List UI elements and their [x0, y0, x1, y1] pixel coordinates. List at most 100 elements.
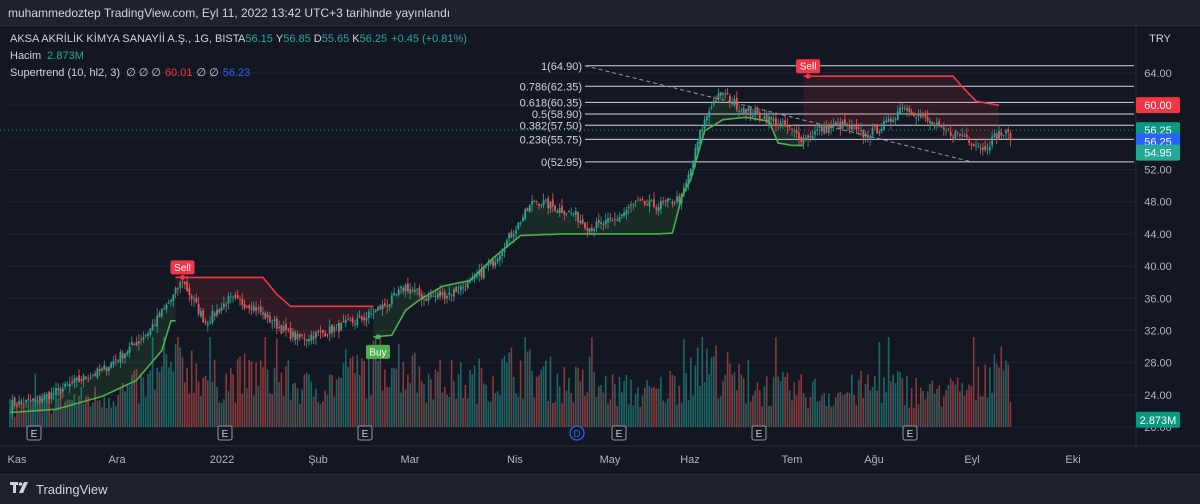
- candle-body: [526, 207, 529, 212]
- volume-bar: [657, 388, 660, 427]
- volume-bar: [501, 358, 503, 427]
- volume-bar: [204, 375, 207, 427]
- volume-bar: [984, 364, 986, 427]
- legend-indicator: Supertrend (10, hl2, 3): [10, 67, 120, 79]
- volume-bar: [777, 376, 779, 427]
- volume-bar: [202, 377, 204, 427]
- volume-bar: [483, 383, 485, 427]
- volume-bar: [393, 367, 395, 427]
- brand[interactable]: TradingView: [10, 482, 108, 497]
- legend-symbol: AKSA AKRİLİK KİMYA SANAYİİ A.Ş., 1G, BIS…: [10, 32, 240, 45]
- volume-bar: [117, 394, 119, 427]
- candle-body: [545, 199, 547, 201]
- candle-body: [915, 117, 918, 119]
- volume-bar: [57, 398, 60, 427]
- volume-bar: [370, 395, 372, 427]
- volume-bar: [66, 399, 69, 427]
- candle-body: [282, 326, 285, 332]
- volume-bar: [729, 363, 731, 427]
- candle-body: [712, 100, 715, 105]
- candle-body: [211, 310, 214, 323]
- candle-body: [374, 309, 377, 313]
- candle-body: [367, 311, 370, 319]
- candle-body: [393, 292, 395, 296]
- volume-bar: [262, 367, 264, 427]
- candle-body: [949, 131, 952, 137]
- price-chart[interactable]: 1(64.90) 0.786(62.35) 0.618(60.35)0.5(58.9…: [0, 26, 1200, 474]
- candle-body: [68, 383, 71, 387]
- volume-bar: [485, 384, 487, 427]
- candle-body: [71, 381, 73, 384]
- volume-bar: [565, 390, 568, 427]
- candle-body: [519, 223, 522, 224]
- volume-bar: [207, 380, 209, 427]
- volume-bar: [823, 392, 825, 427]
- volume-bar: [811, 381, 814, 427]
- volume-bar: [87, 396, 89, 427]
- candle-body: [754, 109, 757, 116]
- volume-bar: [639, 406, 641, 427]
- volume-bar: [844, 394, 846, 427]
- candle-body: [607, 218, 609, 223]
- fib-level-label: 1(64.90): [541, 61, 582, 73]
- candle-body: [561, 205, 563, 213]
- candle-body: [478, 270, 481, 276]
- candle-body: [292, 331, 294, 338]
- legend-close-label: K: [352, 33, 360, 45]
- volume-bar: [174, 344, 177, 427]
- candle-body: [800, 137, 803, 142]
- candle-body: [278, 327, 280, 328]
- volume-bar: [837, 393, 839, 427]
- candle-body: [94, 373, 96, 376]
- candle-body: [462, 287, 464, 289]
- volume-bar: [368, 353, 370, 427]
- volume-bar: [1007, 364, 1009, 427]
- candle-body: [565, 213, 568, 215]
- volume-bar: [280, 372, 283, 427]
- volume-bar: [138, 403, 140, 427]
- volume-bar: [621, 392, 623, 427]
- candle-body: [443, 291, 446, 300]
- volume-bar: [1005, 360, 1007, 427]
- candle-body: [818, 126, 821, 128]
- candle-body: [121, 353, 124, 359]
- volume-bar: [170, 361, 172, 427]
- volume-bar: [568, 377, 570, 427]
- volume-bar: [253, 395, 255, 427]
- svg-text:E: E: [616, 429, 623, 440]
- time-tick-label: Mar: [401, 454, 420, 466]
- candle-body: [430, 294, 432, 297]
- time-tick-label: 2022: [210, 454, 234, 466]
- volume-bar: [586, 392, 589, 427]
- volume-bar: [420, 380, 423, 427]
- candle-body: [834, 121, 837, 125]
- candle-body: [821, 126, 823, 132]
- volume-bar: [69, 399, 71, 427]
- volume-bar: [78, 396, 80, 427]
- volume-bar: [289, 399, 292, 427]
- candle-body: [363, 317, 366, 321]
- fib-level-label: 0(52.95): [541, 157, 582, 169]
- candle-body: [922, 115, 924, 117]
- candle-body: [55, 388, 57, 395]
- volume-bar: [108, 398, 110, 427]
- candle-body: [492, 259, 494, 267]
- candle-body: [869, 136, 872, 140]
- volume-bar: [848, 392, 851, 427]
- time-tick-label: Ara: [108, 454, 126, 466]
- volume-bar: [579, 381, 582, 427]
- volume-bar: [526, 351, 529, 427]
- candle-body: [112, 361, 115, 365]
- candle-body: [427, 295, 430, 301]
- volume-bar: [625, 375, 628, 427]
- volume-bar: [862, 397, 865, 427]
- event-marker: E: [26, 425, 42, 441]
- candle-body: [938, 120, 941, 127]
- volume-bar: [416, 392, 418, 427]
- candle-body: [264, 312, 267, 319]
- candle-body: [128, 346, 131, 354]
- volume-bar: [529, 349, 531, 427]
- volume-bar: [340, 378, 342, 427]
- volume-bar: [462, 398, 464, 427]
- candle-body: [641, 198, 644, 200]
